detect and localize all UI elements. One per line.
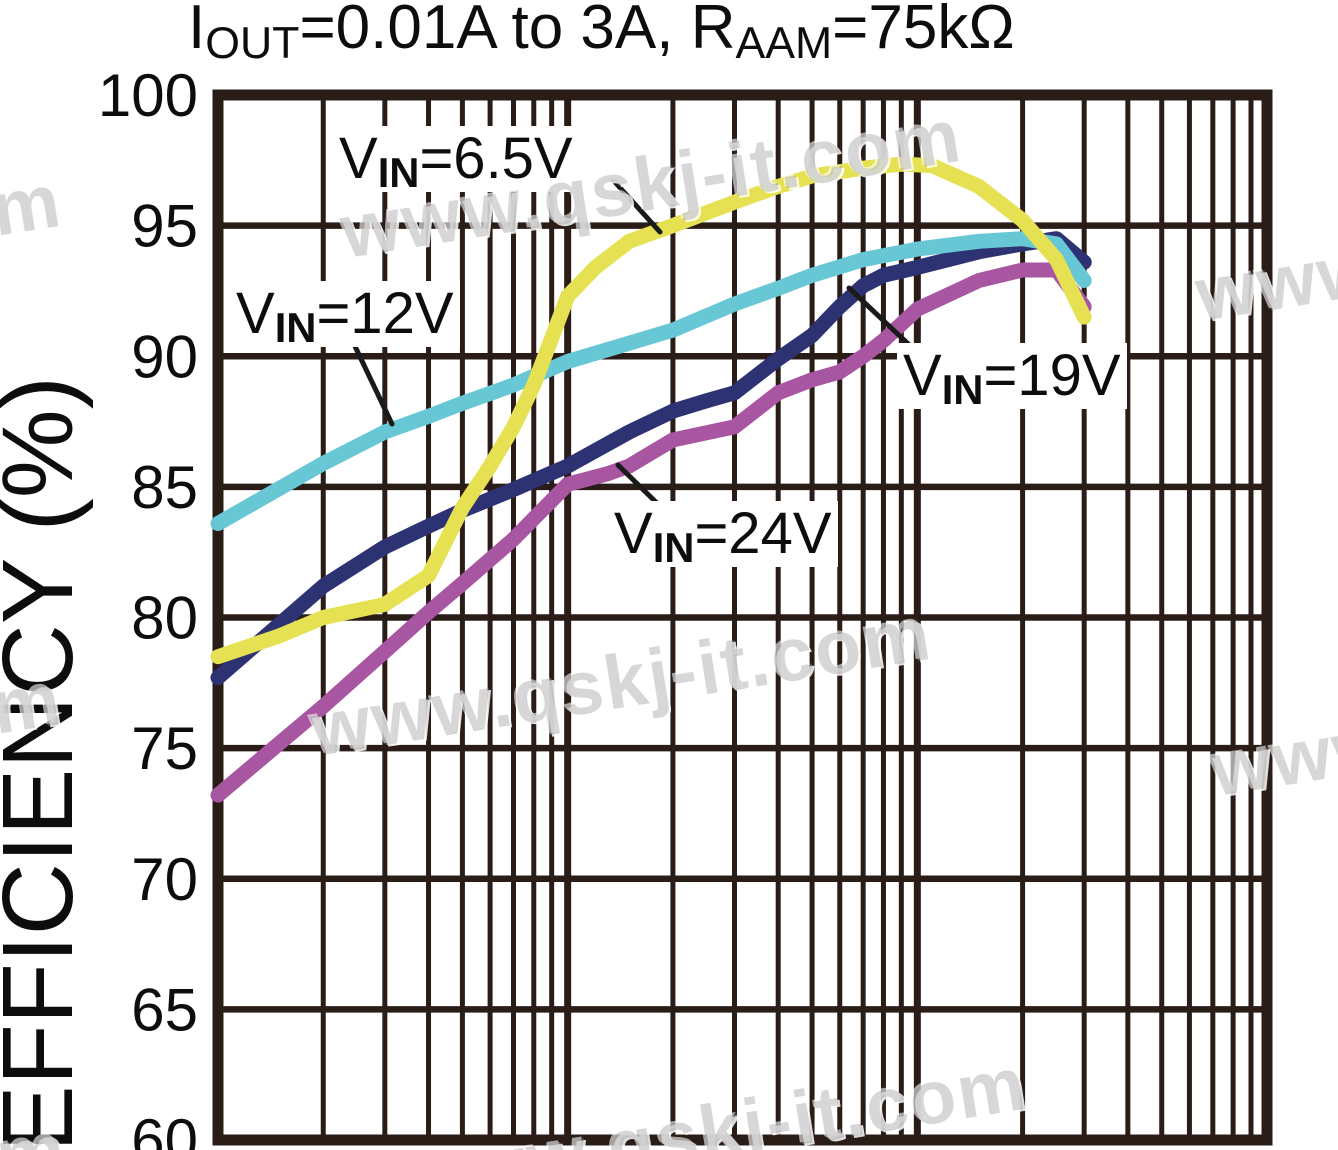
title-symbol: I: [188, 0, 206, 62]
curve-vin-19v: [210, 231, 1092, 686]
curve-vin-24v: [210, 262, 1092, 803]
curve-label-vin-19v: VIN=19V: [897, 343, 1127, 411]
title-subscript-aam: AAM: [735, 18, 833, 68]
y-tick-label: 75: [131, 715, 198, 782]
curve-label-vin-24v: VIN=24V: [608, 501, 838, 569]
y-tick-label: 85: [131, 454, 198, 521]
curve-label-vin-6p5v: VIN=6.5V: [333, 126, 579, 194]
y-tick-label: 90: [131, 323, 198, 390]
title-subscript-out: OUT: [205, 18, 300, 68]
leader-line: [349, 337, 395, 427]
curve-vin-6-5v: [210, 156, 1092, 665]
leader-line: [610, 177, 663, 235]
chart-title: IOUT=0.01A to 3A, RAAM=75kΩ: [188, 0, 1015, 66]
y-tick-label: 100: [98, 62, 198, 129]
y-tick-label: 65: [131, 976, 198, 1043]
curve-label-vin-12v: VIN=12V: [230, 281, 460, 349]
title-value: =75kΩ: [832, 0, 1015, 62]
plot-border: [212, 89, 1273, 1146]
y-tick-label: 80: [131, 585, 198, 652]
title-condition: =0.01A to 3A, R: [299, 0, 736, 62]
y-tick-label: 70: [131, 846, 198, 913]
curve-vin-12v: [210, 231, 1092, 531]
y-tick-label: 60: [131, 1107, 198, 1150]
y-tick-label: 95: [131, 193, 198, 260]
